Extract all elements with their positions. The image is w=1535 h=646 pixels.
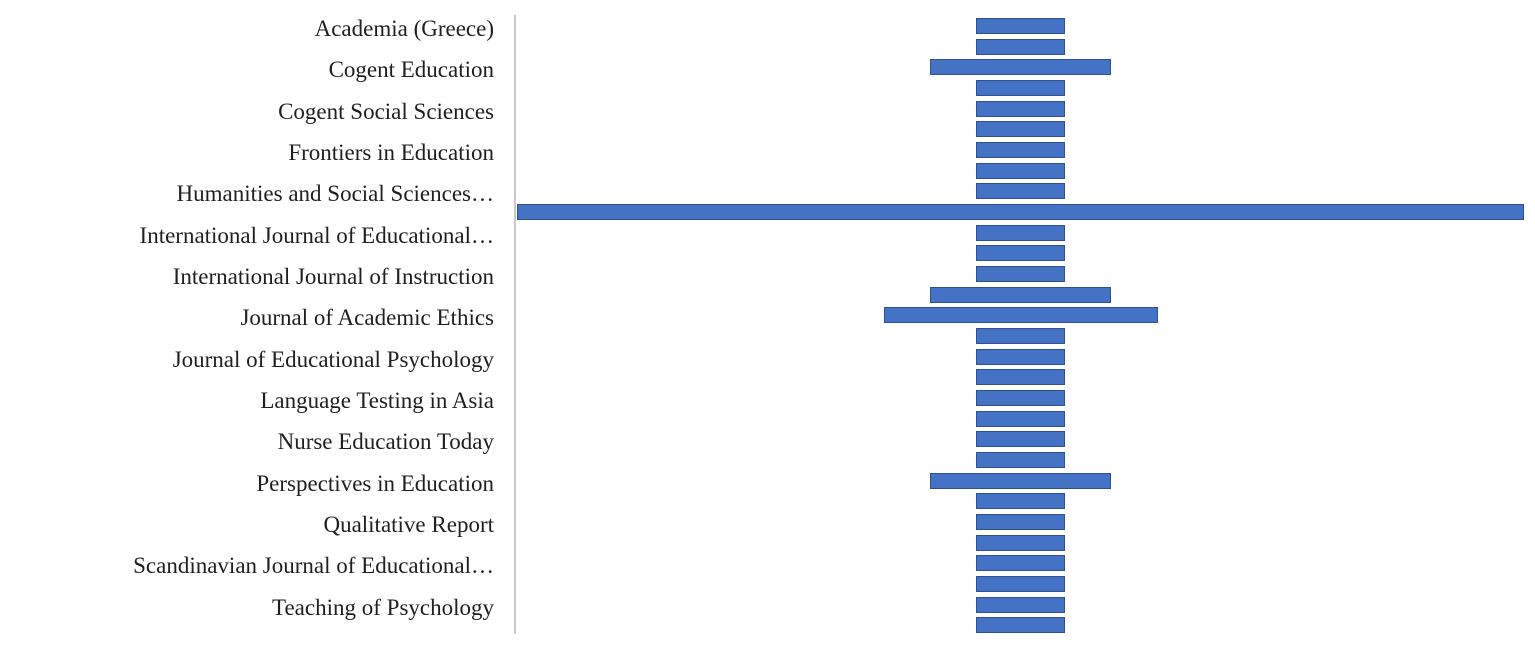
category-label: Cogent Education: [328, 57, 494, 83]
bar: [976, 596, 1065, 613]
bar: [976, 18, 1065, 34]
bar: [976, 369, 1065, 386]
bar: [976, 224, 1065, 241]
bar: [976, 431, 1065, 448]
category-label: Teaching of Psychology: [272, 594, 494, 620]
bar: [976, 534, 1065, 551]
bar: [976, 513, 1065, 530]
bar: [517, 203, 1524, 220]
bar: [976, 389, 1065, 406]
bar: [976, 348, 1065, 365]
category-label: Nurse Education Today: [277, 429, 494, 455]
category-label: Frontiers in Education: [288, 140, 494, 165]
bar: [976, 38, 1065, 55]
category-label: Qualitative Report: [323, 511, 494, 537]
bar: [930, 472, 1111, 489]
bar: [976, 555, 1065, 572]
bar: [976, 162, 1065, 179]
category-label: Journal of Educational Psychology: [172, 346, 494, 372]
bar: [976, 265, 1065, 282]
bar: [976, 80, 1065, 96]
bar: [976, 617, 1065, 634]
category-label: Cogent Social Sciences: [278, 98, 494, 124]
bar: [976, 410, 1065, 427]
bar: [976, 100, 1065, 117]
bar: [976, 142, 1065, 158]
category-label: Perspectives in Education: [256, 470, 494, 496]
category-label: Academia (Greece): [314, 16, 494, 41]
category-label: International Journal of Educational…: [139, 222, 494, 248]
bar: [976, 575, 1065, 592]
category-label: Language Testing in Asia: [260, 387, 494, 413]
category-label: Humanities and Social Sciences…: [176, 181, 494, 207]
category-label: Scandinavian Journal of Educational…: [133, 553, 494, 579]
bar: [976, 327, 1065, 344]
bar: [976, 121, 1065, 138]
bar: [976, 451, 1065, 468]
bar: [976, 245, 1065, 262]
bar: [976, 183, 1065, 200]
bar: [976, 493, 1065, 510]
bar: [883, 307, 1158, 324]
bar: [930, 59, 1111, 76]
category-label: Journal of Academic Ethics: [240, 305, 494, 331]
category-axis-line: [514, 15, 516, 634]
category-label: International Journal of Instruction: [172, 263, 494, 289]
bar: [930, 286, 1111, 303]
